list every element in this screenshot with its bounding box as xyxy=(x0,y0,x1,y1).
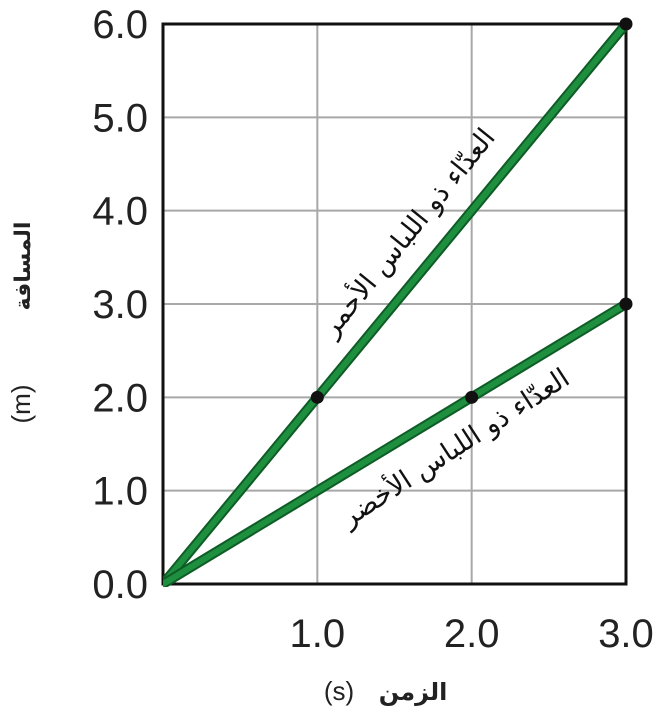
y-axis-label: المسافة xyxy=(11,222,36,311)
data-markers xyxy=(310,17,633,404)
x-tick-label-1: 2.0 xyxy=(444,612,500,656)
data-point-s1-0 xyxy=(465,390,479,404)
y-tick-label-6: 6.0 xyxy=(92,3,148,47)
x-tick-label-2: 3.0 xyxy=(598,612,654,656)
series-line-0 xyxy=(163,24,629,587)
data-point-s1-1 xyxy=(619,297,633,311)
x-axis-label: الزمن xyxy=(379,678,448,706)
y-tick-labels: 0.0 1.0 2.0 3.0 4.0 5.0 6.0 xyxy=(92,3,148,607)
y-tick-label-0: 0.0 xyxy=(92,563,148,607)
y-tick-label-3: 3.0 xyxy=(92,283,148,327)
y-tick-label-5: 5.0 xyxy=(92,96,148,140)
series-line-1 xyxy=(163,301,629,587)
data-point-s0-0 xyxy=(310,390,324,404)
y-tick-label-1: 1.0 xyxy=(92,470,148,514)
x-tick-label-0: 1.0 xyxy=(290,612,346,656)
x-axis-unit: (s) xyxy=(324,676,354,706)
y-tick-label-2: 2.0 xyxy=(92,376,148,420)
y-axis-unit: (m) xyxy=(6,385,36,424)
data-point-s0-1 xyxy=(619,17,633,31)
series-lines xyxy=(163,24,629,587)
y-tick-label-4: 4.0 xyxy=(92,190,148,234)
x-tick-labels: 1.0 2.0 3.0 xyxy=(290,612,654,656)
